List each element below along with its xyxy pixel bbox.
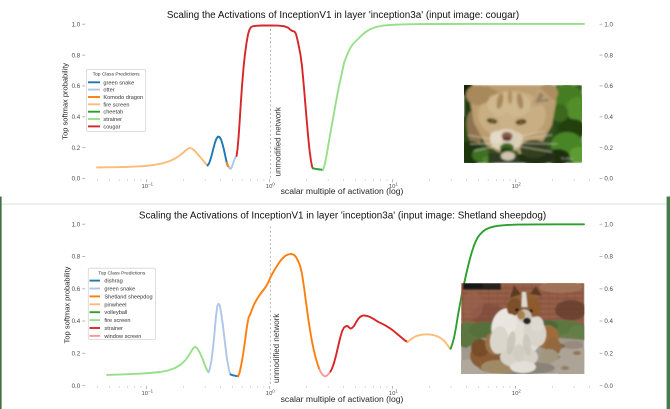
svg-text:pinwheel: pinwheel xyxy=(104,302,126,308)
svg-text:10: 10 xyxy=(389,391,396,397)
svg-text:10: 10 xyxy=(512,184,519,190)
svg-text:green snake: green snake xyxy=(104,287,135,293)
svg-text:0.8: 0.8 xyxy=(604,254,613,261)
svg-text:0.0: 0.0 xyxy=(72,383,81,390)
svg-text:unmodified network: unmodified network xyxy=(274,106,283,176)
svg-text:0.0: 0.0 xyxy=(604,383,613,390)
svg-text:0.2: 0.2 xyxy=(604,351,613,358)
svg-text:1.0: 1.0 xyxy=(604,21,613,28)
svg-text:−1: −1 xyxy=(148,389,154,394)
svg-text:dishrag: dishrag xyxy=(104,279,122,285)
svg-text:2: 2 xyxy=(518,389,521,394)
svg-text:0.0: 0.0 xyxy=(72,176,81,183)
svg-text:unmodified network: unmodified network xyxy=(272,313,281,383)
svg-text:−1: −1 xyxy=(148,182,154,187)
svg-text:Top Class Predictions: Top Class Predictions xyxy=(93,72,141,78)
svg-text:0.6: 0.6 xyxy=(72,83,81,90)
svg-text:0: 0 xyxy=(272,389,275,394)
svg-text:10: 10 xyxy=(266,184,273,190)
svg-text:0.6: 0.6 xyxy=(604,286,613,293)
svg-text:10: 10 xyxy=(389,184,396,190)
svg-text:green snake: green snake xyxy=(103,80,134,86)
svg-text:window screen: window screen xyxy=(103,334,141,340)
svg-text:0.4: 0.4 xyxy=(604,318,613,325)
svg-text:2: 2 xyxy=(518,182,521,187)
svg-text:10: 10 xyxy=(266,391,273,397)
svg-text:1.0: 1.0 xyxy=(72,21,81,28)
svg-text:0.8: 0.8 xyxy=(72,52,81,59)
svg-text:strainer: strainer xyxy=(104,326,123,332)
svg-text:0.6: 0.6 xyxy=(604,83,613,90)
svg-text:0.0: 0.0 xyxy=(604,176,613,183)
svg-text:0.4: 0.4 xyxy=(72,114,81,121)
svg-text:fire screen: fire screen xyxy=(104,318,130,324)
svg-text:cheetah: cheetah xyxy=(103,110,123,116)
svg-text:Scaling the Activations of Inc: Scaling the Activations of InceptionV1 i… xyxy=(139,211,546,222)
svg-text:10: 10 xyxy=(142,184,149,190)
svg-text:Top Class Predictions: Top Class Predictions xyxy=(98,270,146,276)
svg-text:1: 1 xyxy=(395,389,398,394)
svg-text:fire screen: fire screen xyxy=(103,102,129,108)
svg-text:scalar multiple of activation: scalar multiple of activation (log) xyxy=(281,394,404,404)
svg-text:10: 10 xyxy=(512,391,519,397)
svg-text:1: 1 xyxy=(395,182,398,187)
svg-text:Tim Bray: Tim Bray xyxy=(561,157,573,161)
svg-text:1.0: 1.0 xyxy=(604,221,613,228)
svg-text:0.2: 0.2 xyxy=(72,145,81,152)
svg-text:0.6: 0.6 xyxy=(72,286,81,293)
svg-text:strainer: strainer xyxy=(103,117,122,123)
svg-text:otter: otter xyxy=(103,88,114,94)
svg-text:0.4: 0.4 xyxy=(604,114,613,121)
svg-text:0.8: 0.8 xyxy=(72,254,81,261)
svg-text:1.0: 1.0 xyxy=(72,221,81,228)
svg-text:0: 0 xyxy=(272,182,275,187)
svg-text:Scaling the Activations of Inc: Scaling the Activations of InceptionV1 i… xyxy=(167,10,519,21)
svg-text:0.8: 0.8 xyxy=(604,52,613,59)
svg-text:0.2: 0.2 xyxy=(72,351,81,358)
svg-text:volleyball: volleyball xyxy=(104,310,127,316)
svg-text:Top softmax probability: Top softmax probability xyxy=(61,63,70,140)
svg-text:Komodo dragon: Komodo dragon xyxy=(103,95,143,101)
svg-text:Shetland sheepdog: Shetland sheepdog xyxy=(104,294,152,300)
svg-text:scalar multiple of activation: scalar multiple of activation (log) xyxy=(281,186,404,196)
svg-text:Top softmax probability: Top softmax probability xyxy=(63,266,72,343)
svg-text:cougar: cougar xyxy=(103,124,120,130)
svg-text:0.4: 0.4 xyxy=(72,318,81,325)
svg-text:0.2: 0.2 xyxy=(604,145,613,152)
svg-text:10: 10 xyxy=(142,391,149,397)
